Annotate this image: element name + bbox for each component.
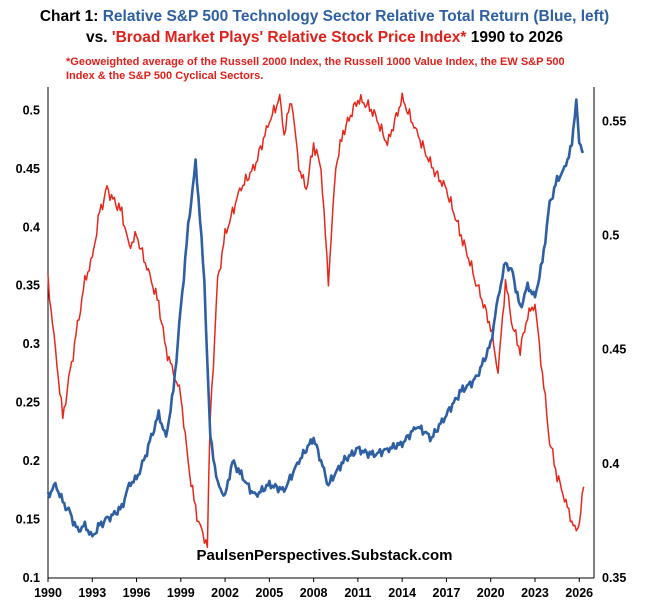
- left-tick-label: 0.45: [16, 162, 40, 176]
- plot-frame: [47, 87, 595, 579]
- title-prefix: Chart 1:: [39, 8, 99, 25]
- x-tick-label: 2017: [433, 586, 461, 600]
- x-tick-label: 2005: [255, 586, 283, 600]
- x-tick-label: 2008: [300, 586, 328, 600]
- x-axis-ticks: 1990 1993 1996 1999 2002 2005 2008 2011 2014 2017…: [34, 578, 593, 600]
- x-tick-label: 2020: [477, 586, 505, 600]
- title-range: 1990 to 2026: [470, 29, 563, 46]
- title-red-series: 'Broad Market Plays' Relative Stock Pric…: [111, 29, 467, 46]
- x-tick-label: 2023: [521, 586, 549, 600]
- title-vs: vs.: [86, 29, 108, 46]
- left-tick-label: 0.5: [23, 103, 40, 117]
- right-tick-label: 0.45: [602, 343, 626, 357]
- left-tick-label: 0.15: [16, 513, 40, 527]
- right-axis-ticks: 0.35 0.4 0.45 0.5 0.55: [602, 114, 626, 585]
- x-tick-label: 1990: [34, 586, 62, 600]
- chart-title: Chart 1: Relative S&P 500 Technology Sec…: [0, 6, 649, 48]
- x-tick-label: 2002: [211, 586, 239, 600]
- left-tick-label: 0.4: [23, 220, 40, 234]
- right-tick-label: 0.55: [602, 114, 626, 128]
- x-tick-label: 1996: [123, 586, 151, 600]
- left-tick-label: 0.1: [23, 571, 40, 585]
- left-tick-label: 0.35: [16, 279, 40, 293]
- right-tick-label: 0.5: [602, 228, 619, 242]
- x-tick-label: 1999: [167, 586, 195, 600]
- x-tick-label: 1993: [78, 586, 106, 600]
- left-tick-label: 0.3: [23, 337, 40, 351]
- series-layer: [46, 92, 585, 549]
- left-tick-label: 0.2: [23, 454, 40, 468]
- left-axis-ticks: 0.1 0.15 0.2 0.25 0.3 0.35 0.4 0.45 0.5: [16, 103, 40, 585]
- broad-market-index-line: [47, 92, 585, 549]
- tech-relative-return-line: [46, 98, 585, 538]
- watermark: PaulsenPerspectives.Substack.com: [196, 547, 453, 564]
- chart-footnote: *Geoweighted average of the Russell 2000…: [66, 56, 565, 82]
- title-blue-series: Relative S&P 500 Technology Sector Relat…: [102, 8, 610, 25]
- x-tick-label: 2026: [565, 586, 593, 600]
- right-tick-label: 0.35: [602, 571, 626, 585]
- left-tick-label: 0.25: [16, 396, 40, 410]
- x-tick-label: 2014: [388, 586, 416, 600]
- x-tick-label: 2011: [344, 586, 371, 600]
- right-tick-label: 0.4: [602, 457, 619, 471]
